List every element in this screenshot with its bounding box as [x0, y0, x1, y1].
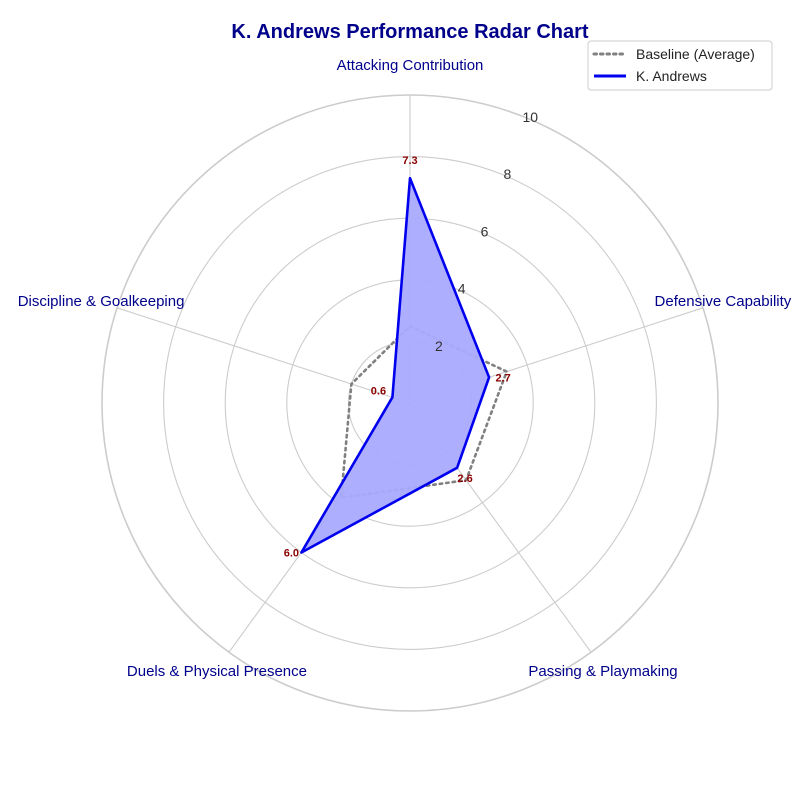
grid-spoke: [116, 307, 411, 404]
radar-labels: 2 4 6 8 10 Attacking Contribution Defensive Ca…: [18, 57, 792, 680]
legend: Baseline (Average) K. Andrews: [587, 40, 773, 91]
r-tick-label: 4: [458, 281, 466, 297]
axis-label: Duels & Physical Presence: [127, 663, 307, 680]
axis-label: Discipline & Goalkeeping: [18, 293, 185, 310]
data-label: 0.6: [371, 385, 386, 397]
data-label: 6.0: [284, 548, 299, 560]
legend-label-baseline: Baseline (Average): [636, 46, 755, 62]
axis-label: Passing & Playmaking: [528, 663, 677, 680]
radar-series: [300, 176, 509, 554]
r-tick-label: 6: [481, 223, 489, 239]
r-tick-label: 8: [503, 166, 511, 182]
data-label: 7.3: [402, 155, 417, 167]
r-tick-label: 10: [522, 109, 538, 125]
data-label: 2.6: [457, 473, 472, 485]
legend-box: [587, 40, 773, 91]
chart-title: K. Andrews Performance Radar Chart: [231, 21, 588, 43]
legend-label-andrews: K. Andrews: [636, 68, 707, 84]
series-andrews-polygon: [300, 176, 491, 554]
r-tick-label: 2: [435, 338, 443, 354]
axis-label: Defensive Capability: [655, 293, 792, 310]
axis-label: Attacking Contribution: [337, 57, 484, 74]
data-label: 2.7: [495, 372, 510, 384]
